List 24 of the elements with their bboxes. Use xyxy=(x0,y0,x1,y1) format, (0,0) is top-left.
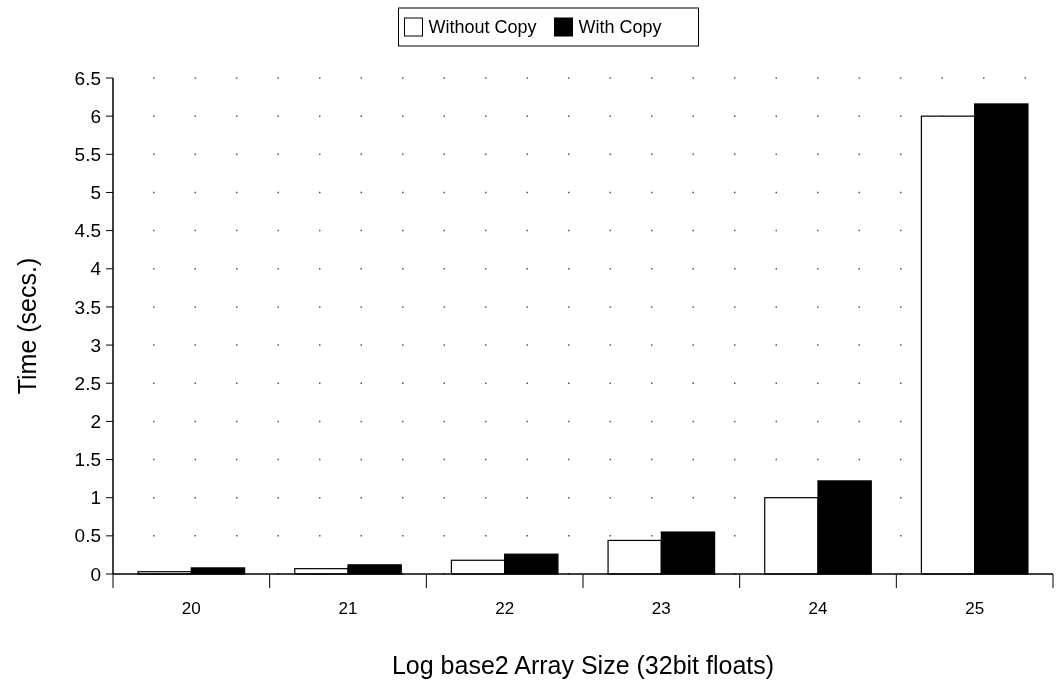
y-tick-label: 1 xyxy=(90,487,101,509)
x-axis-title: Log base2 Array Size (32bit floats) xyxy=(391,651,775,679)
y-tick-label: 2 xyxy=(90,411,101,433)
y-tick-label: 3 xyxy=(90,334,101,356)
y-tick-label: 3.5 xyxy=(74,296,101,318)
x-tick-label: 22 xyxy=(495,599,515,618)
y-tick-label: 4.5 xyxy=(74,220,101,242)
y-tick-label: 5 xyxy=(90,182,101,204)
legend-label: With Copy xyxy=(578,17,662,38)
x-tick-label: 23 xyxy=(651,599,671,618)
y-tick-label: 6.5 xyxy=(74,67,101,89)
x-tick-label: 25 xyxy=(965,599,985,618)
y-tick-label: 0.5 xyxy=(74,525,101,547)
y-tick-label: 4 xyxy=(90,258,102,280)
y-axis-title: Time (secs.) xyxy=(13,257,41,395)
x-tick-label: 24 xyxy=(808,599,828,618)
x-tick-label: 21 xyxy=(338,599,358,618)
y-tick-label: 1.5 xyxy=(74,449,101,471)
x-tick-label: 20 xyxy=(181,599,201,618)
y-tick-label: 2.5 xyxy=(74,372,101,394)
y-tick-label: 0 xyxy=(90,563,101,585)
y-tick-label: 6 xyxy=(90,105,101,127)
legend-label: Without Copy xyxy=(428,17,537,38)
y-tick-label: 5.5 xyxy=(74,143,101,165)
